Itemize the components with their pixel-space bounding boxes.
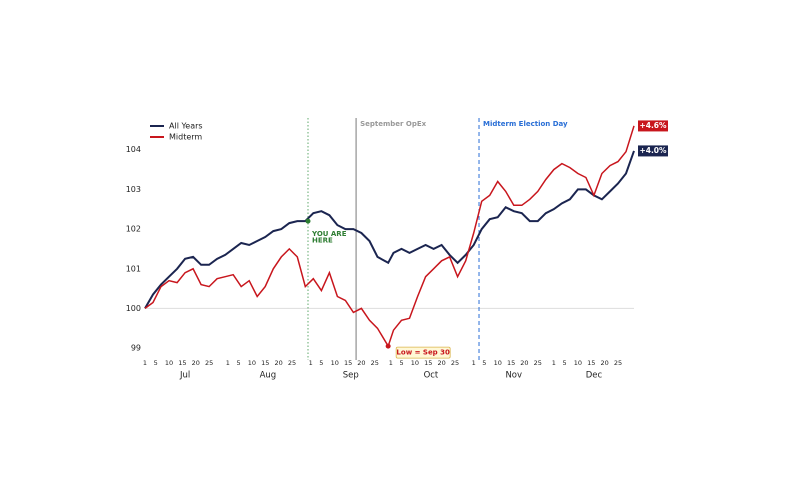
y-tick-label: 103 xyxy=(126,185,141,194)
x-tick-label: 20 xyxy=(520,359,528,367)
x-tick-label: 5 xyxy=(562,359,566,367)
x-tick-label: 5 xyxy=(154,359,158,367)
x-tick-label: 10 xyxy=(331,359,339,367)
event-label: Midterm Election Day xyxy=(483,120,568,128)
x-tick-label: 10 xyxy=(574,359,582,367)
low-dot xyxy=(385,343,391,349)
x-tick-label: 1 xyxy=(143,359,147,367)
x-tick-label: 20 xyxy=(192,359,200,367)
y-tick-label: 101 xyxy=(126,264,141,273)
x-tick-label: 15 xyxy=(344,359,352,367)
x-tick-label: 15 xyxy=(507,359,515,367)
y-tick-label: 100 xyxy=(126,304,141,313)
x-tick-label: 25 xyxy=(451,359,459,367)
you-are-here-label: HERE xyxy=(312,237,333,245)
y-tick-label: 102 xyxy=(126,225,141,234)
you-are-here-dot xyxy=(305,218,311,224)
x-tick-label: 1 xyxy=(309,359,313,367)
x-tick-label: 1 xyxy=(389,359,393,367)
you-are-here-label: YOU ARE xyxy=(311,230,347,238)
x-tick-label: 1 xyxy=(552,359,556,367)
x-tick-label: 20 xyxy=(600,359,608,367)
x-tick-label: 10 xyxy=(411,359,419,367)
x-tick-label: 5 xyxy=(319,359,323,367)
x-tick-label: 5 xyxy=(482,359,486,367)
low-box xyxy=(395,346,451,359)
event-label: September OpEx xyxy=(360,120,427,128)
month-label: Jul xyxy=(179,371,190,381)
x-tick-label: 5 xyxy=(399,359,403,367)
y-tick-label: 99 xyxy=(131,344,141,353)
x-tick-label: 1 xyxy=(472,359,476,367)
x-tick-label: 15 xyxy=(424,359,432,367)
series-line xyxy=(144,150,635,309)
x-tick-label: 20 xyxy=(274,359,282,367)
legend-label: All Years xyxy=(169,122,203,131)
x-tick-label: 15 xyxy=(178,359,186,367)
x-tick-label: 25 xyxy=(371,359,379,367)
x-tick-label: 10 xyxy=(165,359,173,367)
y-tick-label: 104 xyxy=(126,145,141,154)
end-label-box xyxy=(638,120,668,132)
x-tick-label: 15 xyxy=(587,359,595,367)
end-label-box xyxy=(638,145,668,157)
x-tick-label: 20 xyxy=(357,359,365,367)
x-tick-label: 25 xyxy=(614,359,622,367)
legend: All Years Midterm xyxy=(150,122,203,142)
series-line xyxy=(144,125,635,348)
month-label: Aug xyxy=(260,371,277,381)
month-label: Nov xyxy=(505,371,522,381)
x-tick-label: 10 xyxy=(248,359,256,367)
x-tick-label: 25 xyxy=(534,359,542,367)
x-tick-label: 20 xyxy=(437,359,445,367)
x-tick-label: 25 xyxy=(205,359,213,367)
low-label: Low = Sep 30 xyxy=(396,349,450,357)
x-tick-label: 5 xyxy=(236,359,240,367)
x-tick-label: 10 xyxy=(494,359,502,367)
month-label: Oct xyxy=(424,371,439,381)
x-tick-label: 1 xyxy=(226,359,230,367)
end-label: +4.6% xyxy=(639,121,667,130)
legend-label: Midterm xyxy=(169,133,202,142)
month-label: Dec xyxy=(586,371,603,381)
month-label: Sep xyxy=(343,371,359,381)
end-label: +4.0% xyxy=(639,146,667,155)
x-tick-label: 25 xyxy=(288,359,296,367)
x-tick-label: 15 xyxy=(261,359,269,367)
